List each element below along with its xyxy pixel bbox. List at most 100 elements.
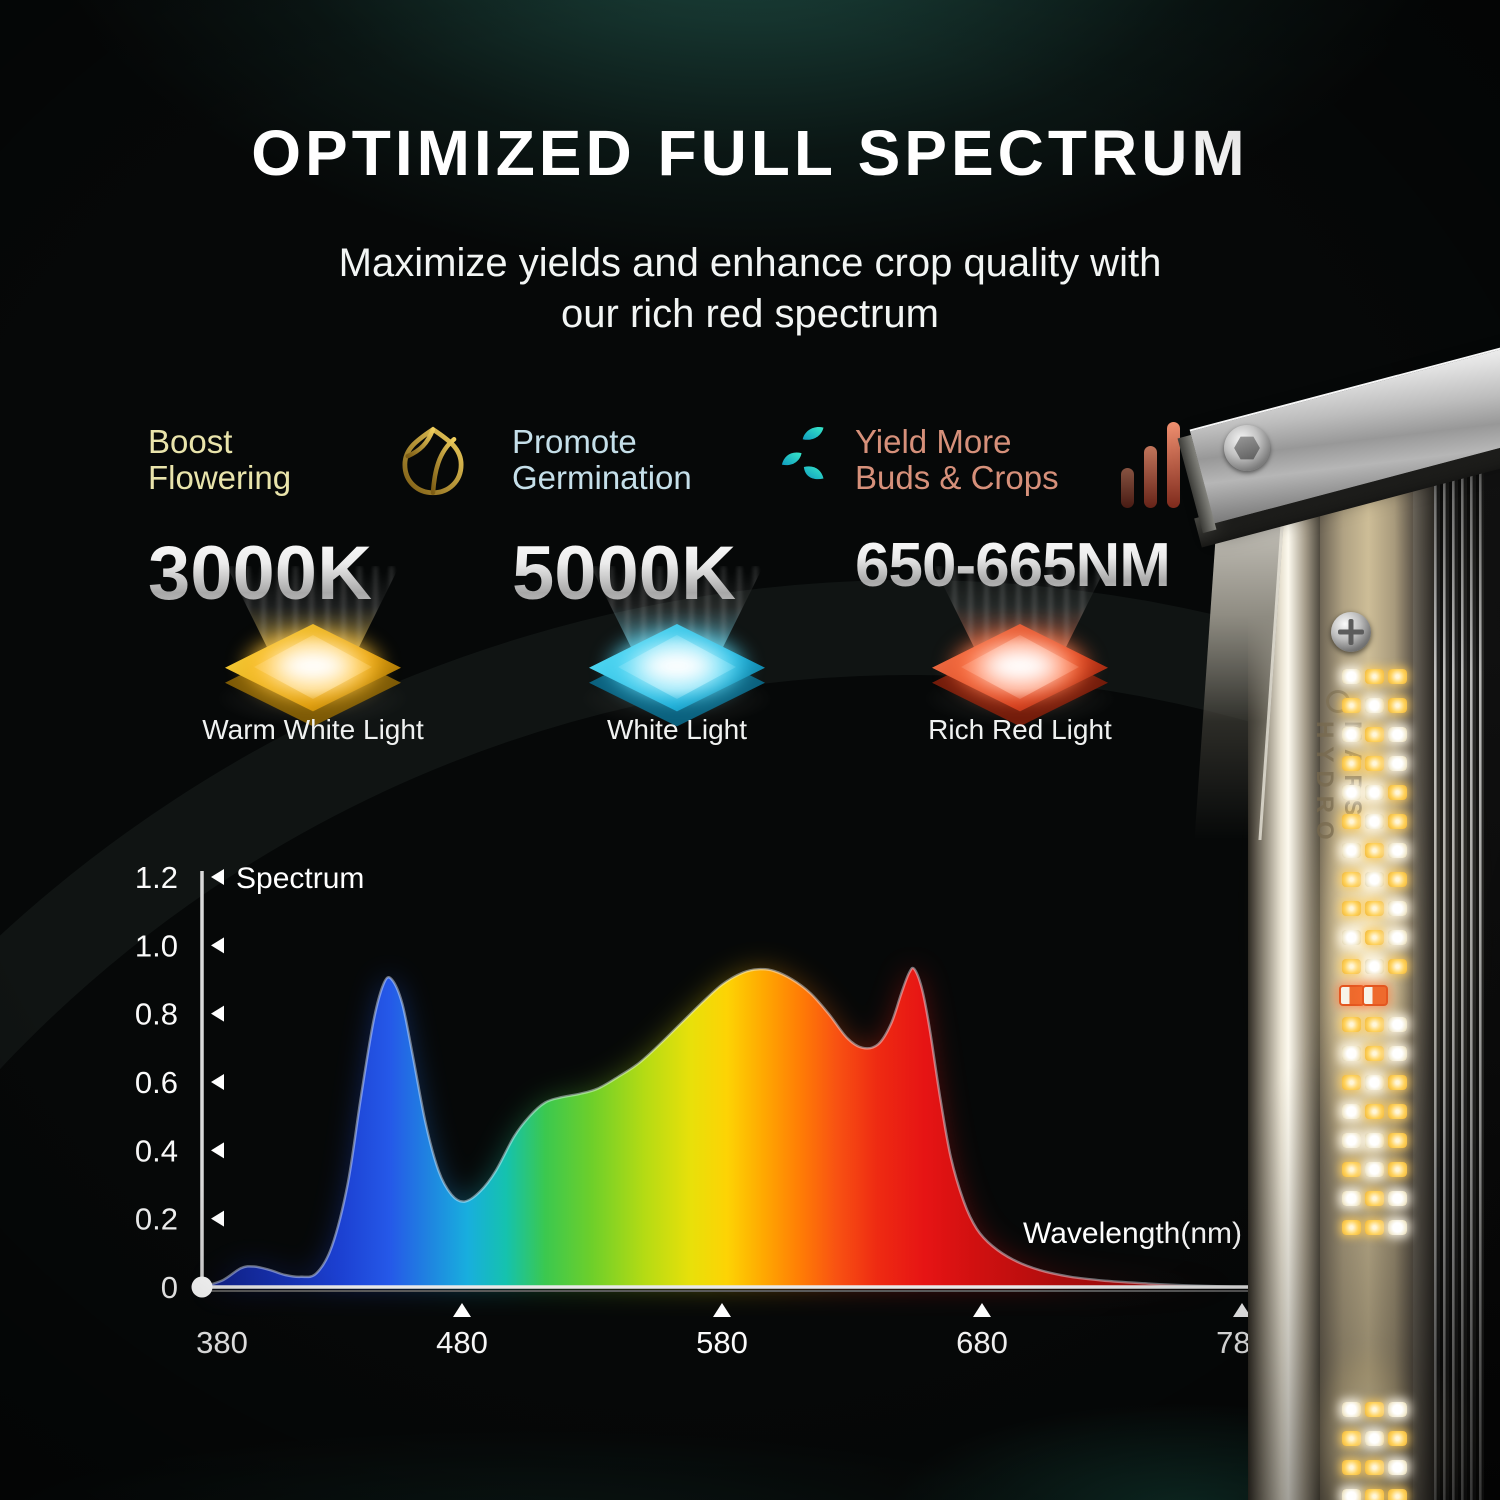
led-diode xyxy=(1388,1460,1407,1475)
chip-glow-halo xyxy=(925,618,1115,714)
feature-value: 3000K xyxy=(148,530,478,617)
warm-led-chip-image xyxy=(193,566,433,734)
led-diode xyxy=(1388,698,1407,713)
grow-light-product-photo: MARS HYDRO xyxy=(1140,317,1500,1500)
svg-text:0.6: 0.6 xyxy=(135,1065,178,1100)
led-diode xyxy=(1342,959,1361,974)
hex-screw-icon xyxy=(1224,425,1270,471)
feature-label-line2: Germination xyxy=(512,458,692,496)
feature-label: Promote Germination xyxy=(512,424,692,495)
led-diode xyxy=(1388,1191,1407,1206)
feature-value: 5000K xyxy=(512,530,842,617)
led-diode xyxy=(1388,1489,1407,1500)
led-diode xyxy=(1365,872,1384,887)
led-diode xyxy=(1365,785,1384,800)
led-diode xyxy=(1342,1075,1361,1090)
led-diode xyxy=(1388,1402,1407,1417)
led-diode xyxy=(1388,959,1407,974)
led-diode xyxy=(1342,1191,1361,1206)
chip-glow-halo xyxy=(218,618,408,714)
feature-label: Yield More Buds & Crops xyxy=(855,424,1059,495)
led-diode xyxy=(1342,1162,1361,1177)
phillips-screw-icon xyxy=(1331,612,1371,652)
led-diode xyxy=(1342,1460,1361,1475)
feature-white: Promote Germination 5000K xyxy=(512,424,842,754)
feature-value: 650-665NM xyxy=(855,530,1185,601)
svg-text:480: 480 xyxy=(436,1325,488,1360)
led-diode xyxy=(1365,959,1384,974)
tulip-icon xyxy=(388,420,478,517)
svg-text:0: 0 xyxy=(161,1270,178,1305)
led-diode xyxy=(1365,1460,1384,1475)
led-diode xyxy=(1361,985,1388,1006)
led-diode xyxy=(1388,1133,1407,1148)
led-diode xyxy=(1388,1075,1407,1090)
svg-text:1.0: 1.0 xyxy=(135,928,178,963)
led-diode xyxy=(1342,930,1361,945)
feature-label: Boost Flowering xyxy=(148,424,291,495)
chip-glow-halo xyxy=(582,618,772,714)
red-led-chip-image xyxy=(900,566,1140,734)
feature-red: Yield More Buds & Crops 650-665NM xyxy=(855,422,1185,754)
led-diode-grid-bottom xyxy=(1340,1395,1409,1500)
led-diode-grid-top xyxy=(1338,662,1409,1242)
feature-label-line2: Buds & Crops xyxy=(855,458,1059,496)
led-diode xyxy=(1342,756,1361,771)
feature-label-line2: Flowering xyxy=(148,458,292,496)
page-title: OPTIMIZED FULL SPECTRUM xyxy=(251,117,1249,189)
led-diode xyxy=(1342,669,1361,684)
led-diode xyxy=(1342,1220,1361,1235)
led-diode xyxy=(1388,814,1407,829)
led-diode xyxy=(1388,930,1407,945)
led-diode xyxy=(1365,1402,1384,1417)
svg-text:580: 580 xyxy=(696,1325,748,1360)
spectrum-chart: 00.20.40.60.81.01.2380480580680780 Spect… xyxy=(130,845,1310,1365)
led-diode xyxy=(1342,843,1361,858)
led-diode xyxy=(1388,727,1407,742)
svg-text:380: 380 xyxy=(196,1325,248,1360)
led-diode xyxy=(1342,1133,1361,1148)
led-diode xyxy=(1342,814,1361,829)
led-diode xyxy=(1388,1162,1407,1177)
led-diode xyxy=(1365,1104,1384,1119)
led-diode xyxy=(1365,1191,1384,1206)
feature-header: Boost Flowering xyxy=(148,424,478,520)
led-diode xyxy=(1365,1046,1384,1061)
led-diode xyxy=(1365,843,1384,858)
page-subtitle: Maximize yields and enhance crop quality… xyxy=(0,238,1500,340)
led-diode xyxy=(1365,669,1384,684)
led-diode xyxy=(1365,698,1384,713)
led-diode xyxy=(1388,1104,1407,1119)
led-diode xyxy=(1365,1133,1384,1148)
led-diode xyxy=(1388,872,1407,887)
led-diode xyxy=(1342,698,1361,713)
led-diode xyxy=(1365,1075,1384,1090)
led-diode xyxy=(1365,1017,1384,1032)
svg-text:0.2: 0.2 xyxy=(135,1202,178,1237)
led-diode xyxy=(1388,756,1407,771)
led-diode xyxy=(1365,1431,1384,1446)
svg-text:0.4: 0.4 xyxy=(135,1133,178,1168)
feature-label-line1: Promote xyxy=(512,423,637,460)
led-diode xyxy=(1365,727,1384,742)
led-diode xyxy=(1388,1046,1407,1061)
led-diode xyxy=(1388,669,1407,684)
feature-warm-white: Boost Flowering 3000K xyxy=(148,424,478,754)
sprout-icon xyxy=(768,420,842,505)
subtitle-line-1: Maximize yields and enhance crop quality… xyxy=(338,241,1162,285)
origin-dot xyxy=(191,1276,213,1298)
led-diode xyxy=(1388,901,1407,916)
svg-text:680: 680 xyxy=(956,1325,1008,1360)
led-diode xyxy=(1388,1431,1407,1446)
feature-caption: Warm White Light xyxy=(202,714,424,745)
led-diode xyxy=(1388,785,1407,800)
led-diode xyxy=(1388,843,1407,858)
led-diode xyxy=(1342,1046,1361,1061)
svg-text:1.2: 1.2 xyxy=(135,860,178,895)
led-diode xyxy=(1342,872,1361,887)
feature-label-line1: Yield More xyxy=(855,423,1012,460)
led-diode xyxy=(1365,930,1384,945)
feature-caption: White Light xyxy=(606,714,748,745)
feature-header: Yield More Buds & Crops xyxy=(855,422,1185,520)
led-diode xyxy=(1342,1017,1361,1032)
